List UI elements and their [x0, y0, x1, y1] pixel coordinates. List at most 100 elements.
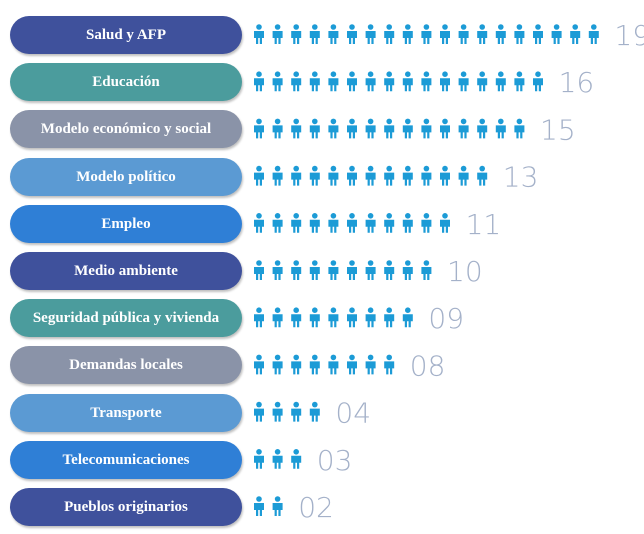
person-body: [291, 408, 302, 422]
person-head: [386, 165, 393, 172]
person-head: [312, 24, 318, 30]
person-head: [256, 307, 262, 314]
category-label: Empleo: [10, 204, 242, 243]
person-body: [365, 361, 376, 375]
person-head: [312, 307, 318, 314]
person-body: [309, 314, 320, 328]
person-body: [477, 78, 488, 92]
person-body: [458, 78, 469, 92]
person-body: [402, 125, 413, 139]
person-body: [272, 172, 283, 186]
person-head: [442, 165, 448, 172]
person-body: [439, 172, 450, 186]
person-body: [402, 31, 413, 44]
person-body: [291, 455, 302, 469]
person-body: [458, 125, 469, 139]
person-body: [346, 361, 357, 375]
person-body: [421, 267, 432, 280]
person-head: [274, 307, 281, 314]
person-head: [256, 213, 262, 219]
person-body: [365, 172, 376, 186]
person-head: [367, 165, 374, 172]
person-body: [291, 219, 302, 233]
person-head: [442, 71, 448, 77]
person-body: [533, 31, 543, 44]
person-body: [291, 31, 302, 44]
person-body: [253, 125, 264, 139]
person-head: [367, 354, 374, 361]
person-body: [253, 503, 264, 516]
person-body: [514, 125, 525, 139]
person-head: [312, 71, 318, 77]
person-head: [386, 307, 393, 314]
person-head: [442, 24, 448, 30]
person-head: [293, 71, 300, 77]
category-label: Salud y AFP: [10, 16, 242, 54]
person-head: [330, 260, 337, 266]
value-label: 19: [614, 19, 644, 52]
person-head: [405, 118, 411, 125]
person-head: [535, 24, 541, 30]
value-label: 11: [466, 208, 502, 241]
category-label: Modelo político: [10, 157, 242, 196]
person-body: [402, 78, 413, 92]
person-body: [533, 78, 543, 92]
person-head: [498, 24, 504, 30]
person-body: [272, 455, 283, 469]
person-body: [328, 172, 339, 186]
person-body: [346, 31, 357, 44]
person-head: [479, 24, 486, 30]
person-body: [346, 267, 357, 280]
person-head: [367, 71, 374, 77]
person-body: [253, 31, 264, 44]
person-head: [423, 165, 430, 172]
person-body: [291, 314, 302, 328]
person-head: [256, 260, 262, 266]
person-head: [256, 401, 262, 408]
person-head: [274, 354, 281, 361]
person-head: [423, 24, 430, 30]
person-head: [274, 213, 281, 219]
person-head: [572, 24, 578, 30]
person-body: [272, 125, 283, 139]
person-body: [384, 172, 395, 186]
person-body: [272, 361, 283, 375]
person-body: [365, 267, 376, 280]
person-body: [309, 172, 320, 186]
person-body: [309, 125, 320, 139]
person-head: [274, 401, 281, 408]
person-head: [386, 24, 393, 30]
person-body: [328, 219, 339, 233]
icon-row: [253, 354, 395, 375]
person-head: [256, 354, 262, 361]
person-head: [256, 165, 262, 172]
person-body: [514, 31, 525, 44]
person-head: [293, 449, 300, 455]
person-head: [274, 118, 281, 125]
person-head: [386, 71, 393, 77]
person-body: [439, 125, 450, 139]
person-body: [291, 361, 302, 375]
person-head: [349, 213, 355, 219]
person-body: [253, 267, 264, 280]
category-label: Telecomunicaciones: [10, 440, 242, 479]
person-head: [516, 24, 523, 30]
person-head: [386, 260, 393, 266]
person-body: [272, 408, 283, 422]
person-head: [274, 449, 281, 455]
person-head: [312, 260, 318, 266]
person-head: [423, 260, 430, 266]
person-body: [346, 78, 357, 92]
person-head: [367, 307, 374, 314]
person-body: [253, 172, 264, 186]
person-head: [386, 213, 393, 219]
category-label: Educación: [10, 63, 242, 102]
person-head: [349, 71, 355, 77]
value-label: 09: [428, 302, 464, 335]
category-label: Medio ambiente: [10, 252, 242, 290]
person-head: [591, 24, 597, 30]
person-body: [253, 455, 264, 469]
person-body: [253, 219, 264, 233]
person-body: [253, 361, 264, 375]
person-head: [274, 71, 281, 77]
